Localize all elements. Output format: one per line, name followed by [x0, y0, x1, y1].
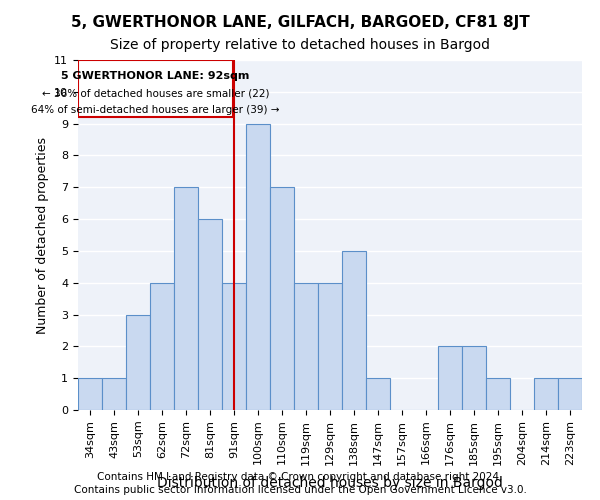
Bar [318, 282, 342, 410]
Bar [126, 314, 150, 410]
Bar [366, 378, 390, 410]
Y-axis label: Number of detached properties: Number of detached properties [36, 136, 49, 334]
Text: Contains public sector information licensed under the Open Government Licence v3: Contains public sector information licen… [74, 485, 526, 495]
Text: 5, GWERTHONOR LANE, GILFACH, BARGOED, CF81 8JT: 5, GWERTHONOR LANE, GILFACH, BARGOED, CF… [71, 15, 529, 30]
Bar [198, 219, 222, 410]
Bar [342, 251, 366, 410]
X-axis label: Distribution of detached houses by size in Bargod: Distribution of detached houses by size … [157, 476, 503, 490]
Bar [102, 378, 126, 410]
Bar [438, 346, 462, 410]
Bar [558, 378, 582, 410]
Bar [174, 188, 198, 410]
Text: ← 36% of detached houses are smaller (22): ← 36% of detached houses are smaller (22… [41, 88, 269, 98]
Bar [78, 60, 233, 118]
Text: Size of property relative to detached houses in Bargod: Size of property relative to detached ho… [110, 38, 490, 52]
Text: Contains HM Land Registry data © Crown copyright and database right 2024.: Contains HM Land Registry data © Crown c… [97, 472, 503, 482]
Bar [294, 282, 318, 410]
Bar [486, 378, 510, 410]
Bar [462, 346, 486, 410]
Bar [78, 378, 102, 410]
Text: 5 GWERTHONOR LANE: 92sqm: 5 GWERTHONOR LANE: 92sqm [61, 71, 250, 81]
Text: 64% of semi-detached houses are larger (39) →: 64% of semi-detached houses are larger (… [31, 106, 280, 116]
Bar [246, 124, 270, 410]
Bar [150, 282, 174, 410]
Bar [534, 378, 558, 410]
Bar [222, 282, 246, 410]
Bar [270, 188, 294, 410]
